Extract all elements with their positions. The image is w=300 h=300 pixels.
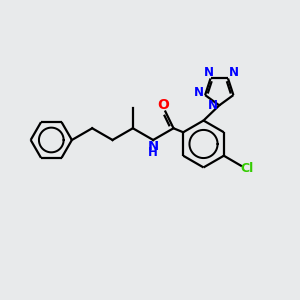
Text: N: N (229, 66, 239, 79)
Text: N: N (204, 66, 214, 79)
Text: Cl: Cl (241, 161, 254, 175)
Text: H: H (148, 146, 158, 158)
Text: N: N (148, 140, 159, 153)
Text: N: N (208, 99, 218, 112)
Text: O: O (158, 98, 169, 112)
Text: N: N (194, 86, 204, 99)
